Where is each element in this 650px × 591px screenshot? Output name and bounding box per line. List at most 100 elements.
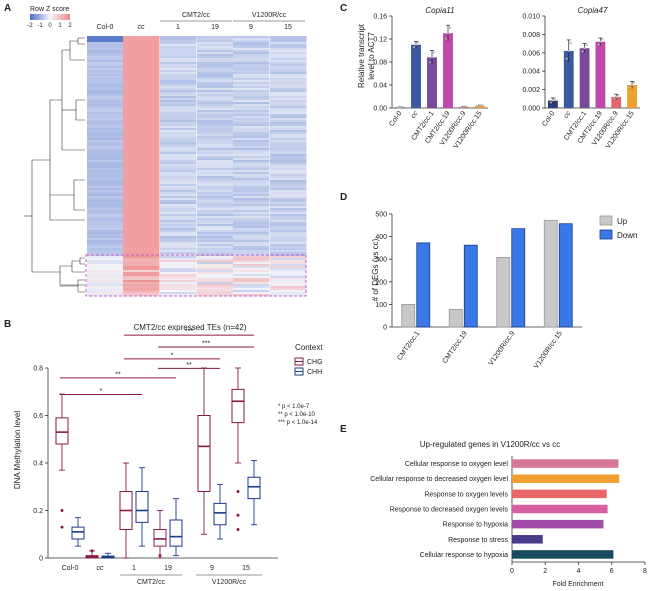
heatmap-cell	[233, 132, 270, 135]
heatmap-cell	[197, 142, 234, 145]
heatmap-cell	[87, 250, 124, 253]
group-label: CMT2/cc	[137, 579, 166, 586]
x-tick-label: V1200R/cc.9	[488, 330, 517, 367]
heatmap-cell	[160, 240, 197, 243]
heatmap-cell	[197, 294, 234, 297]
heatmap-cell	[270, 204, 307, 207]
heatmap-cell	[87, 108, 124, 111]
heatmap-cell	[233, 274, 270, 277]
heatmap-cell	[87, 148, 124, 151]
heatmap-cell	[233, 102, 270, 105]
heatmap-cell	[270, 166, 307, 169]
heatmap-cell	[197, 146, 234, 149]
heatmap-cell	[87, 100, 124, 103]
heatmap-cell	[123, 110, 160, 113]
heatmap-cell	[160, 130, 197, 133]
heatmap-cell	[197, 276, 234, 279]
heatmap-cell	[160, 144, 197, 147]
heatmap-cell	[197, 36, 234, 39]
heatmap-cell	[123, 192, 160, 195]
heatmap-cell	[197, 66, 234, 69]
heatmap-cell	[197, 206, 234, 209]
heatmap-cell	[233, 186, 270, 189]
heatmap-cell	[197, 200, 234, 203]
heatmap-cell	[233, 82, 270, 85]
heatmap-cell	[270, 170, 307, 173]
heatmap-cell	[160, 116, 197, 119]
heatmap-cell	[160, 278, 197, 281]
heatmap-cell	[87, 222, 124, 225]
zscore-tick: 0	[48, 23, 52, 29]
heatmap-cell	[197, 170, 234, 173]
heatmap-cell	[87, 62, 124, 65]
heatmap-cell	[197, 186, 234, 189]
heatmap-cell	[233, 276, 270, 279]
category-label: Response to stress	[448, 537, 508, 544]
heatmap-cell	[270, 38, 307, 41]
significance-label: ***	[202, 341, 210, 348]
heatmap-cell	[233, 180, 270, 183]
heatmap-cell	[233, 204, 270, 207]
heatmap-cell	[123, 72, 160, 75]
boxplot-legend-title: Context	[295, 343, 323, 352]
x-tick-label: 1	[132, 565, 136, 572]
heatmap-cell	[270, 40, 307, 43]
heatmap-cell	[270, 232, 307, 235]
heatmap-cell	[87, 146, 124, 149]
data-point	[476, 105, 480, 108]
heatmap-cell	[87, 116, 124, 119]
heatmap-cell	[270, 258, 307, 261]
y-tick-label: 200	[375, 279, 387, 286]
heatmap-cell	[233, 76, 270, 79]
heatmap-cell	[87, 74, 124, 77]
heatmap-cell	[197, 190, 234, 193]
heatmap-cell	[197, 42, 234, 45]
heatmap-cell	[123, 264, 160, 267]
heatmap-cell	[160, 86, 197, 89]
heatmap-cell	[233, 44, 270, 47]
heatmap-cell	[197, 94, 234, 97]
heatmap-cell	[160, 172, 197, 175]
heatmap-cell	[197, 248, 234, 251]
heatmap-cell	[87, 170, 124, 173]
heatmap-cell	[270, 208, 307, 211]
heatmap-cell	[270, 256, 307, 259]
heatmap-cell	[123, 74, 160, 77]
heatmap-cell	[87, 220, 124, 223]
heatmap-cell	[87, 98, 124, 101]
box	[153, 529, 167, 547]
data-point	[478, 104, 482, 107]
heatmap-cell	[197, 226, 234, 229]
x-tick-label: 15	[242, 565, 250, 572]
heatmap-cell	[197, 106, 234, 109]
data-point	[416, 41, 420, 44]
box	[169, 519, 183, 547]
heatmap-cell	[197, 218, 234, 221]
heatmap-cell	[160, 52, 197, 55]
heatmap-cell	[233, 124, 270, 127]
heatmap-cell	[197, 224, 234, 227]
heatmap-cell	[233, 262, 270, 265]
heatmap-cell	[160, 90, 197, 93]
heatmap-cell	[123, 136, 160, 139]
heatmap-cell	[160, 230, 197, 233]
x-tick-label: CMT2/cc.19	[442, 330, 469, 365]
heatmap-cell	[233, 70, 270, 73]
heatmap-cell	[233, 268, 270, 271]
outlier-point	[60, 509, 64, 512]
y-tick-label: 0.006	[522, 50, 540, 57]
heatmap-cell	[270, 292, 307, 295]
heatmap-cell	[160, 166, 197, 169]
boxplot-ylabel: DNA Methylation level	[13, 411, 22, 489]
heatmap-cell	[123, 114, 160, 117]
box	[55, 417, 69, 445]
heatmap-cell	[197, 284, 234, 287]
heatmap-cell	[160, 58, 197, 61]
heatmap-cell	[87, 262, 124, 265]
heatmap-cell	[233, 282, 270, 285]
heatmap-cell	[87, 78, 124, 81]
heatmap-cell	[160, 236, 197, 239]
heatmap-cell	[87, 42, 124, 45]
dendrogram-branch	[71, 260, 85, 273]
heatmap-cell	[160, 62, 197, 65]
